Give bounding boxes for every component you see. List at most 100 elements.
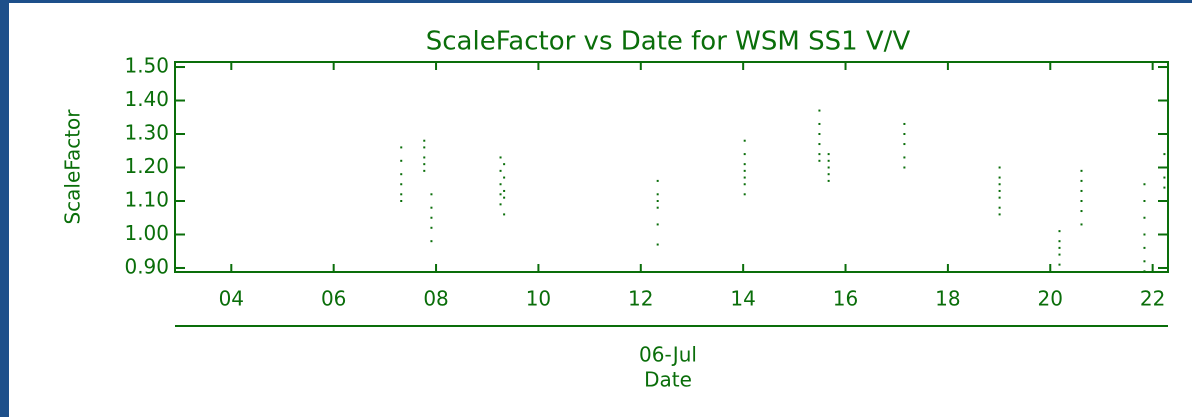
point bbox=[430, 240, 433, 243]
point bbox=[499, 203, 502, 206]
point bbox=[827, 179, 830, 182]
point bbox=[499, 156, 502, 159]
point bbox=[1080, 189, 1083, 192]
x-tick-label: 16 bbox=[833, 287, 858, 311]
point bbox=[656, 243, 659, 246]
point bbox=[1058, 230, 1061, 233]
point bbox=[423, 156, 426, 159]
point bbox=[656, 199, 659, 202]
point bbox=[423, 169, 426, 172]
y-tick-label: 1.20 bbox=[124, 154, 169, 178]
point bbox=[1143, 270, 1146, 273]
x-axis-label: Date bbox=[644, 368, 692, 392]
point bbox=[400, 193, 403, 196]
point bbox=[1058, 253, 1061, 256]
point bbox=[1058, 240, 1061, 243]
point bbox=[656, 179, 659, 182]
x-axis-date: 06-Jul bbox=[639, 343, 697, 367]
y-tick-label: 1.50 bbox=[124, 54, 169, 78]
point bbox=[1080, 169, 1083, 172]
point bbox=[818, 153, 821, 156]
point bbox=[400, 159, 403, 162]
point bbox=[1143, 233, 1146, 236]
point bbox=[503, 176, 506, 179]
point bbox=[818, 159, 821, 162]
point bbox=[1143, 216, 1146, 219]
point bbox=[503, 213, 506, 216]
point bbox=[423, 163, 426, 166]
x-tick-label: 04 bbox=[219, 287, 244, 311]
x-tick-label: 22 bbox=[1140, 287, 1165, 311]
point bbox=[998, 213, 1001, 216]
x-tick-label: 20 bbox=[1038, 287, 1063, 311]
point bbox=[818, 122, 821, 125]
point bbox=[1163, 153, 1166, 156]
point bbox=[656, 223, 659, 226]
point bbox=[827, 153, 830, 156]
point bbox=[1163, 186, 1166, 189]
point bbox=[499, 193, 502, 196]
point bbox=[818, 143, 821, 146]
x-tick-label: 10 bbox=[526, 287, 551, 311]
point bbox=[903, 122, 906, 125]
point bbox=[743, 169, 746, 172]
point bbox=[998, 176, 1001, 179]
point bbox=[903, 143, 906, 146]
x-tick-label: 14 bbox=[730, 287, 755, 311]
point bbox=[423, 146, 426, 149]
point bbox=[1143, 246, 1146, 249]
y-tick-label: 1.00 bbox=[124, 221, 169, 245]
x-tick-label: 18 bbox=[935, 287, 960, 311]
point bbox=[430, 193, 433, 196]
point bbox=[400, 173, 403, 176]
point bbox=[903, 133, 906, 136]
point bbox=[743, 193, 746, 196]
point bbox=[827, 159, 830, 162]
point bbox=[903, 166, 906, 169]
y-tick-label: 1.10 bbox=[124, 187, 169, 211]
point bbox=[423, 139, 426, 142]
point bbox=[743, 163, 746, 166]
point bbox=[1143, 183, 1146, 186]
point bbox=[430, 206, 433, 209]
point bbox=[743, 176, 746, 179]
point bbox=[656, 193, 659, 196]
point bbox=[998, 189, 1001, 192]
point bbox=[400, 146, 403, 149]
point bbox=[400, 183, 403, 186]
point bbox=[499, 169, 502, 172]
point bbox=[656, 206, 659, 209]
y-tick-label: 1.30 bbox=[124, 121, 169, 145]
chart-title: ScaleFactor vs Date for WSM SS1 V/V bbox=[426, 27, 911, 57]
y-tick-label: 1.40 bbox=[124, 87, 169, 111]
point bbox=[743, 139, 746, 142]
point bbox=[499, 183, 502, 186]
point bbox=[903, 156, 906, 159]
x-tick-label: 08 bbox=[423, 287, 448, 311]
point bbox=[1058, 246, 1061, 249]
point bbox=[818, 109, 821, 112]
point bbox=[503, 163, 506, 166]
point bbox=[430, 216, 433, 219]
point bbox=[1163, 199, 1166, 202]
point bbox=[1163, 166, 1166, 169]
point bbox=[827, 166, 830, 169]
point bbox=[998, 166, 1001, 169]
x-tick-label: 12 bbox=[628, 287, 653, 311]
point bbox=[1080, 223, 1083, 226]
point bbox=[998, 196, 1001, 199]
point bbox=[827, 173, 830, 176]
y-axis-label: ScaleFactor bbox=[61, 109, 85, 225]
point bbox=[998, 183, 1001, 186]
point bbox=[400, 199, 403, 202]
point bbox=[1143, 260, 1146, 263]
point bbox=[743, 183, 746, 186]
point bbox=[503, 196, 506, 199]
point bbox=[1080, 199, 1083, 202]
point bbox=[1080, 210, 1083, 213]
point bbox=[430, 226, 433, 229]
point bbox=[1058, 263, 1061, 266]
point bbox=[818, 133, 821, 136]
